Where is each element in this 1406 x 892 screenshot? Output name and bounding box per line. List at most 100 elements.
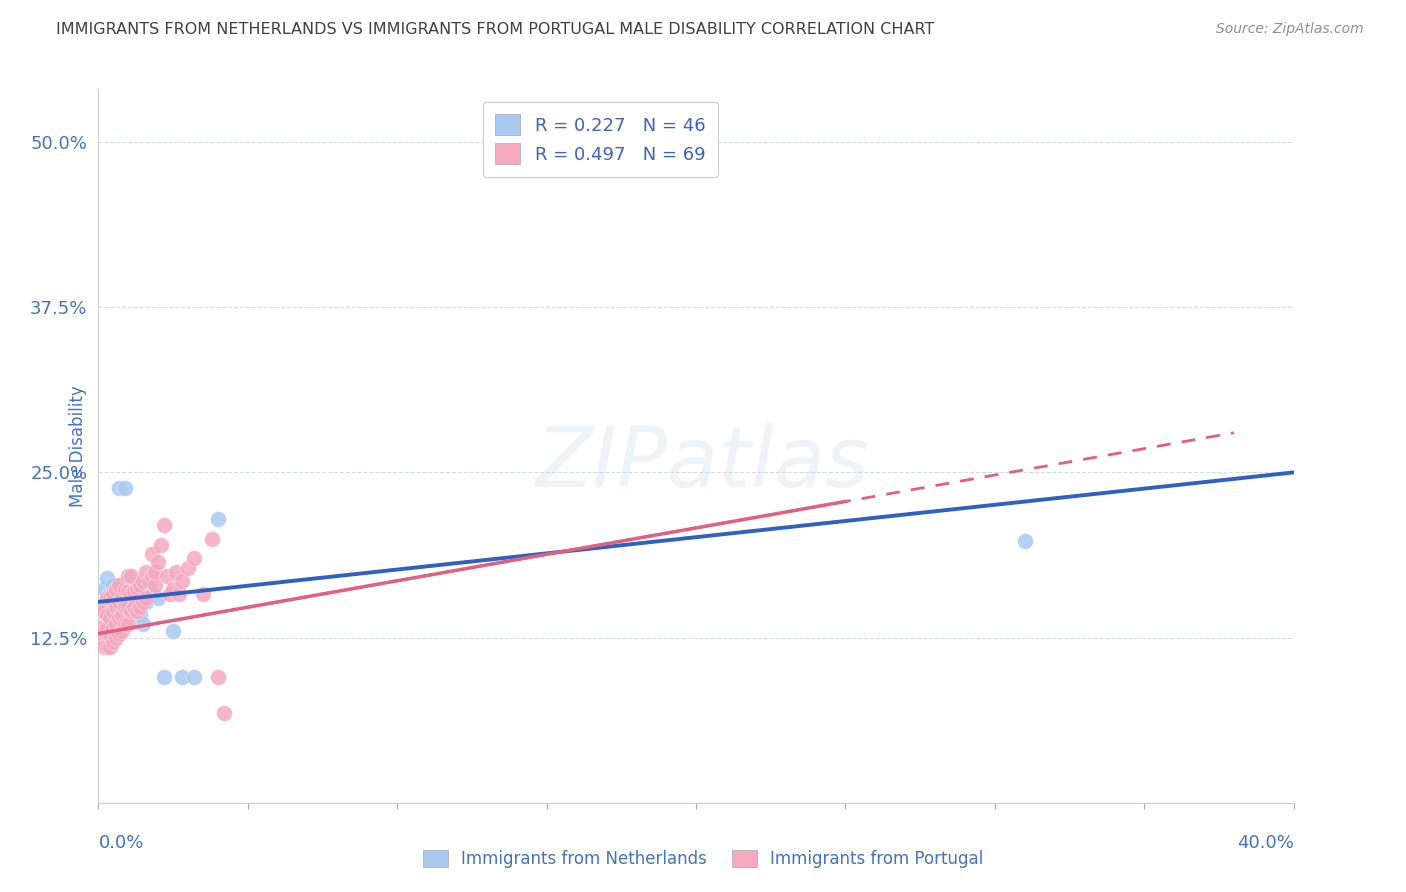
Point: [105, 617, 128, 632]
Point: [127, 604, 149, 618]
Point: [207, 511, 229, 525]
Point: [100, 587, 122, 601]
Point: [96, 608, 118, 623]
Point: [105, 582, 128, 596]
Point: [114, 617, 136, 632]
Legend: R = 0.227   N = 46, R = 0.497   N = 69: R = 0.227 N = 46, R = 0.497 N = 69: [482, 102, 718, 177]
Point: [114, 600, 136, 615]
Point: [96, 640, 118, 654]
Point: [103, 634, 125, 648]
Point: [108, 611, 131, 625]
Point: [105, 595, 128, 609]
Point: [105, 582, 128, 596]
Point: [212, 706, 235, 720]
Point: [111, 624, 134, 638]
Point: [90, 621, 112, 635]
Point: [111, 608, 134, 623]
Point: [153, 670, 176, 684]
Point: [156, 568, 179, 582]
Point: [183, 551, 205, 566]
Point: [93, 640, 115, 654]
Point: [120, 578, 142, 592]
Point: [93, 582, 115, 596]
Point: [93, 624, 115, 638]
Point: [111, 591, 134, 605]
Point: [153, 518, 176, 533]
Point: [138, 578, 160, 592]
Text: ZIPatlas: ZIPatlas: [536, 424, 870, 504]
Point: [127, 604, 149, 618]
Point: [105, 600, 128, 615]
Point: [1014, 534, 1036, 549]
Point: [148, 591, 170, 605]
Point: [177, 560, 200, 574]
Text: 40.0%: 40.0%: [1237, 834, 1294, 852]
Point: [117, 591, 139, 605]
Point: [90, 634, 112, 648]
Point: [124, 600, 146, 615]
Point: [108, 626, 131, 640]
Point: [93, 600, 115, 615]
Point: [135, 565, 157, 579]
Point: [162, 624, 184, 638]
Point: [183, 670, 205, 684]
Point: [96, 591, 118, 605]
Point: [132, 574, 155, 588]
Point: [103, 578, 125, 592]
Point: [103, 600, 125, 615]
Point: [96, 591, 118, 605]
Point: [100, 608, 122, 623]
Text: 0.0%: 0.0%: [98, 834, 143, 852]
Point: [127, 578, 149, 592]
Point: [111, 584, 134, 599]
Point: [124, 584, 146, 599]
Point: [120, 604, 142, 618]
Point: [124, 595, 146, 609]
Point: [105, 611, 128, 625]
Point: [117, 617, 139, 632]
Point: [207, 670, 229, 684]
Point: [162, 582, 184, 596]
Point: [132, 595, 155, 609]
Point: [120, 604, 142, 618]
Point: [90, 604, 112, 618]
Point: [100, 626, 122, 640]
Point: [103, 604, 125, 618]
Point: [103, 614, 125, 628]
Y-axis label: Male Disability: Male Disability: [69, 385, 87, 507]
Point: [108, 578, 131, 592]
Point: [96, 571, 118, 585]
Point: [90, 631, 112, 645]
Point: [114, 582, 136, 596]
Point: [141, 587, 163, 601]
Point: [117, 600, 139, 615]
Point: [117, 568, 139, 582]
Point: [103, 626, 125, 640]
Point: [165, 565, 187, 579]
Legend: Immigrants from Netherlands, Immigrants from Portugal: Immigrants from Netherlands, Immigrants …: [416, 843, 990, 875]
Point: [135, 595, 157, 609]
Point: [143, 565, 166, 579]
Point: [100, 624, 122, 638]
Point: [159, 587, 181, 601]
Point: [114, 600, 136, 615]
Point: [129, 578, 152, 592]
Point: [132, 617, 155, 632]
Text: IMMIGRANTS FROM NETHERLANDS VS IMMIGRANTS FROM PORTUGAL MALE DISABILITY CORRELAT: IMMIGRANTS FROM NETHERLANDS VS IMMIGRANT…: [56, 22, 935, 37]
Point: [135, 591, 157, 605]
Point: [143, 578, 166, 592]
Point: [96, 621, 118, 635]
Point: [96, 604, 118, 618]
Point: [120, 568, 142, 582]
Point: [191, 587, 214, 601]
Point: [93, 604, 115, 618]
Point: [105, 631, 128, 645]
Point: [201, 532, 224, 546]
Point: [148, 555, 170, 569]
Point: [108, 595, 131, 609]
Point: [138, 574, 160, 588]
Point: [114, 481, 136, 495]
Point: [172, 670, 194, 684]
Point: [132, 591, 155, 605]
Point: [108, 595, 131, 609]
